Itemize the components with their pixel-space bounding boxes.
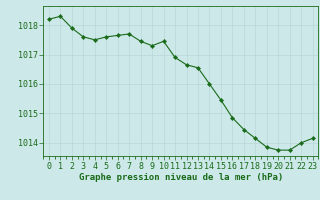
X-axis label: Graphe pression niveau de la mer (hPa): Graphe pression niveau de la mer (hPa) (79, 173, 283, 182)
